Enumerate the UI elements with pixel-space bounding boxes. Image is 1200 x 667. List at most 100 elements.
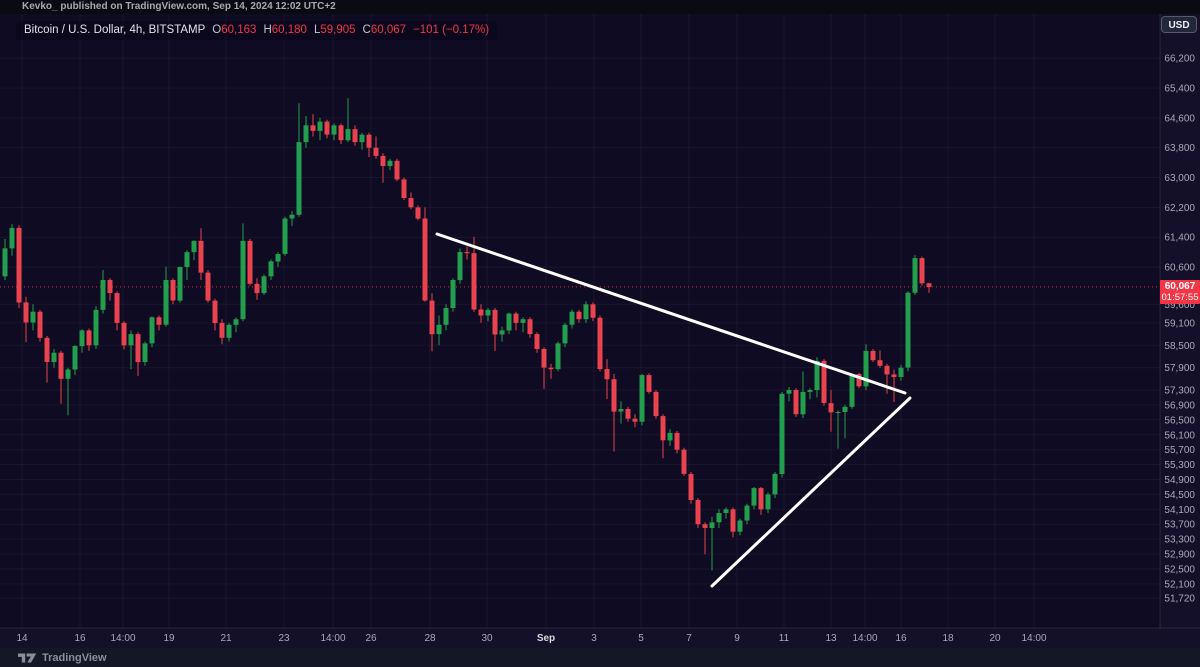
candle-body[interactable] [863,350,869,387]
candle-body[interactable] [604,369,610,380]
candle-body[interactable] [9,227,15,249]
candle-body[interactable] [149,317,155,344]
candle-body[interactable] [730,509,736,532]
candle-body[interactable] [86,330,92,346]
candle-body[interactable] [366,134,372,148]
candle-body[interactable] [226,324,232,338]
tradingview-logo-icon[interactable] [18,652,37,664]
candle-body[interactable] [450,280,456,308]
currency-toggle-button[interactable]: USD [1161,16,1197,33]
candle-body[interactable] [275,254,281,262]
candle-body[interactable] [660,416,666,441]
candle-body[interactable] [856,374,862,387]
candle-body[interactable] [142,343,148,362]
tradingview-logo-text[interactable]: TradingView [42,651,107,664]
candle-body[interactable] [324,121,330,135]
candle-body[interactable] [37,311,43,338]
trendline-ascending-support[interactable] [710,396,912,588]
candle-body[interactable] [772,473,778,495]
candle-body[interactable] [702,524,708,528]
candle-body[interactable] [44,337,50,362]
candle-body[interactable] [254,283,260,294]
candle-body[interactable] [926,283,932,287]
candle-body[interactable] [912,258,918,293]
candle-body[interactable] [135,334,141,363]
candle-body[interactable] [765,494,771,510]
candle-body[interactable] [121,322,127,346]
candle-body[interactable] [779,393,785,474]
candle-body[interactable] [891,374,897,377]
candle-body[interactable] [107,280,113,293]
candle-body[interactable] [373,147,379,156]
candle-body[interactable] [625,409,631,419]
candle-body[interactable] [338,125,344,141]
candle-body[interactable] [261,276,267,294]
candle-body[interactable] [240,240,246,320]
candle-body[interactable] [170,280,176,301]
candle-body[interactable] [828,403,834,413]
candle-body[interactable] [310,125,316,131]
candle-body[interactable] [737,520,743,532]
candle-body[interactable] [744,505,750,521]
candle-body[interactable] [93,309,99,346]
candle-body[interactable] [688,473,694,500]
candle-body[interactable] [72,346,78,370]
candle-body[interactable] [800,391,806,415]
candle-body[interactable] [506,313,512,331]
candle-body[interactable] [65,369,71,379]
candle-body[interactable] [198,240,204,273]
candle-body[interactable] [548,367,554,370]
candle-body[interactable] [457,252,463,281]
candle-body[interactable] [534,334,540,349]
candle-body[interactable] [443,308,449,325]
candle-body[interactable] [751,488,757,506]
candle-body[interactable] [793,390,799,415]
candle-body[interactable] [51,352,57,362]
candle-body[interactable] [520,319,526,323]
candle-body[interactable] [513,313,519,323]
candle-body[interactable] [562,324,568,344]
candle-body[interactable] [219,322,225,338]
candle-body[interactable] [387,160,393,166]
candle-body[interactable] [163,280,169,325]
candle-body[interactable] [835,412,841,413]
candle-body[interactable] [408,198,414,208]
candle-body[interactable] [352,129,358,143]
candle-body[interactable] [814,360,820,390]
candle-body[interactable] [177,267,183,301]
candle-body[interactable] [2,248,8,277]
candlestick-chart[interactable]: 66,200 65,400 64,600 63,800 63,000 62,200 61,4… [0,0,1200,648]
candle-body[interactable] [156,317,162,325]
candle-body[interactable] [541,349,547,368]
candle-body[interactable] [23,302,29,323]
candle-body[interactable] [184,252,190,267]
candle-body[interactable] [821,360,827,403]
trendline-descending-resistance[interactable] [435,232,907,395]
candle-body[interactable] [919,258,925,284]
candle-body[interactable] [205,272,211,301]
candle-body[interactable] [212,300,218,323]
candle-body[interactable] [429,300,435,335]
candle-body[interactable] [401,179,407,198]
candle-body[interactable] [289,214,295,219]
candle-body[interactable] [331,125,337,135]
candle-body[interactable] [555,343,561,370]
candle-body[interactable] [478,309,484,316]
candle-body[interactable] [303,125,309,143]
candle-body[interactable] [436,324,442,335]
candle-body[interactable] [233,319,239,325]
symbol-title[interactable]: Bitcoin / U.S. Dollar, 4h, BITSTAMP [24,24,206,36]
candle-body[interactable] [79,330,85,347]
candle-body[interactable] [681,449,687,474]
candle-body[interactable] [674,432,680,450]
candle-body[interactable] [569,311,575,325]
candle-body[interactable] [576,311,582,320]
candle-body[interactable] [471,253,477,310]
candle-body[interactable] [618,409,624,412]
candle-body[interactable] [191,240,197,253]
symbol-legend[interactable]: Bitcoin / U.S. Dollar, 4h, BITSTAMP O60,1… [16,21,498,40]
candle-body[interactable] [380,155,386,166]
candle-body[interactable] [807,390,813,392]
candle-body[interactable] [359,134,365,143]
candle-body[interactable] [114,293,120,323]
